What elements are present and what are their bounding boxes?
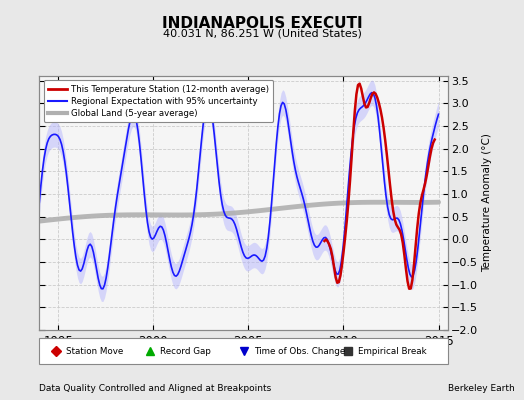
Y-axis label: Temperature Anomaly (°C): Temperature Anomaly (°C): [482, 134, 492, 272]
Text: 40.031 N, 86.251 W (United States): 40.031 N, 86.251 W (United States): [162, 28, 362, 38]
Text: Record Gap: Record Gap: [160, 346, 211, 356]
Text: Station Move: Station Move: [66, 346, 123, 356]
Legend: This Temperature Station (12-month average), Regional Expectation with 95% uncer: This Temperature Station (12-month avera…: [43, 80, 274, 122]
Text: Empirical Break: Empirical Break: [358, 346, 427, 356]
FancyBboxPatch shape: [39, 338, 448, 364]
Text: INDIANAPOLIS EXECUTI: INDIANAPOLIS EXECUTI: [162, 16, 362, 31]
Text: Data Quality Controlled and Aligned at Breakpoints: Data Quality Controlled and Aligned at B…: [39, 384, 271, 393]
Text: Time of Obs. Change: Time of Obs. Change: [254, 346, 345, 356]
Text: Berkeley Earth: Berkeley Earth: [448, 384, 515, 393]
